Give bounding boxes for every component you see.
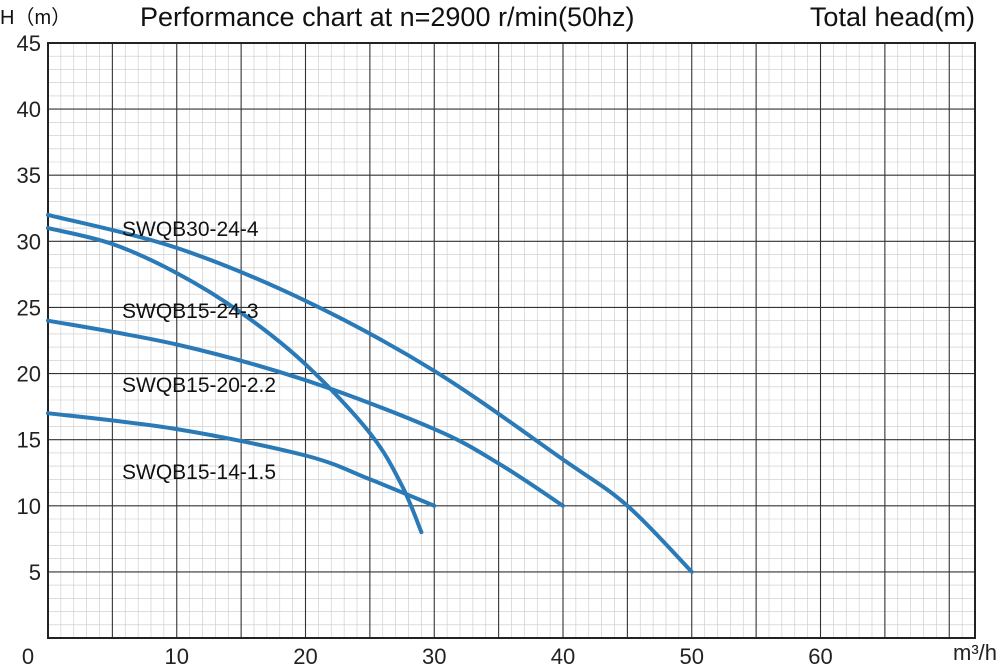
y-axis-ticks: 5 10 15 20 25 30 35 40 45 bbox=[17, 31, 41, 585]
chart-title: Performance chart at n=2900 r/min(50hz) bbox=[140, 2, 635, 32]
plot-border bbox=[47, 42, 976, 639]
y-axis-unit-label: H（m） bbox=[0, 6, 71, 29]
series-label: SWQB30-24-4 bbox=[122, 218, 259, 241]
y-tick-label: 30 bbox=[17, 229, 41, 254]
series-curve-swqb15-20-2-2 bbox=[46, 318, 565, 508]
series-label: SWQB15-14-1.5 bbox=[122, 461, 276, 484]
x-axis-unit-label: m³/h bbox=[953, 640, 997, 665]
x-tick-label: 10 bbox=[165, 644, 189, 666]
series-layer bbox=[46, 212, 694, 574]
grid-minor bbox=[48, 43, 975, 638]
total-head-label: Total head(m) bbox=[810, 2, 975, 32]
grid-major bbox=[48, 43, 975, 638]
y-tick-label: 40 bbox=[17, 97, 41, 122]
y-tick-label: 10 bbox=[17, 494, 41, 519]
y-tick-label: 5 bbox=[29, 560, 41, 585]
series-label: SWQB15-24-3 bbox=[122, 300, 259, 323]
y-tick-label: 35 bbox=[17, 163, 41, 188]
series-curve-swqb30-24-4 bbox=[46, 212, 694, 574]
x-tick-label: 50 bbox=[680, 644, 704, 666]
series-label: SWQB15-20-2.2 bbox=[122, 374, 276, 397]
y-tick-label: 25 bbox=[17, 295, 41, 320]
y-tick-label: 45 bbox=[17, 31, 41, 56]
x-tick-label: 0 bbox=[22, 644, 34, 666]
series-curve-swqb15-24-3 bbox=[46, 226, 424, 535]
y-tick-label: 20 bbox=[17, 362, 41, 387]
series-curve-swqb15-14-1-5 bbox=[46, 411, 437, 508]
x-tick-label: 20 bbox=[293, 644, 317, 666]
x-tick-label: 40 bbox=[551, 644, 575, 666]
x-tick-label: 30 bbox=[422, 644, 446, 666]
curve-labels: SWQB30-24-4 SWQB15-24-3 SWQB15-20-2.2 SWQB1… bbox=[122, 218, 276, 484]
x-axis-ticks: 0 10 20 30 40 50 60 bbox=[22, 644, 833, 666]
x-tick-label: 60 bbox=[808, 644, 832, 666]
y-tick-label: 15 bbox=[17, 428, 41, 453]
